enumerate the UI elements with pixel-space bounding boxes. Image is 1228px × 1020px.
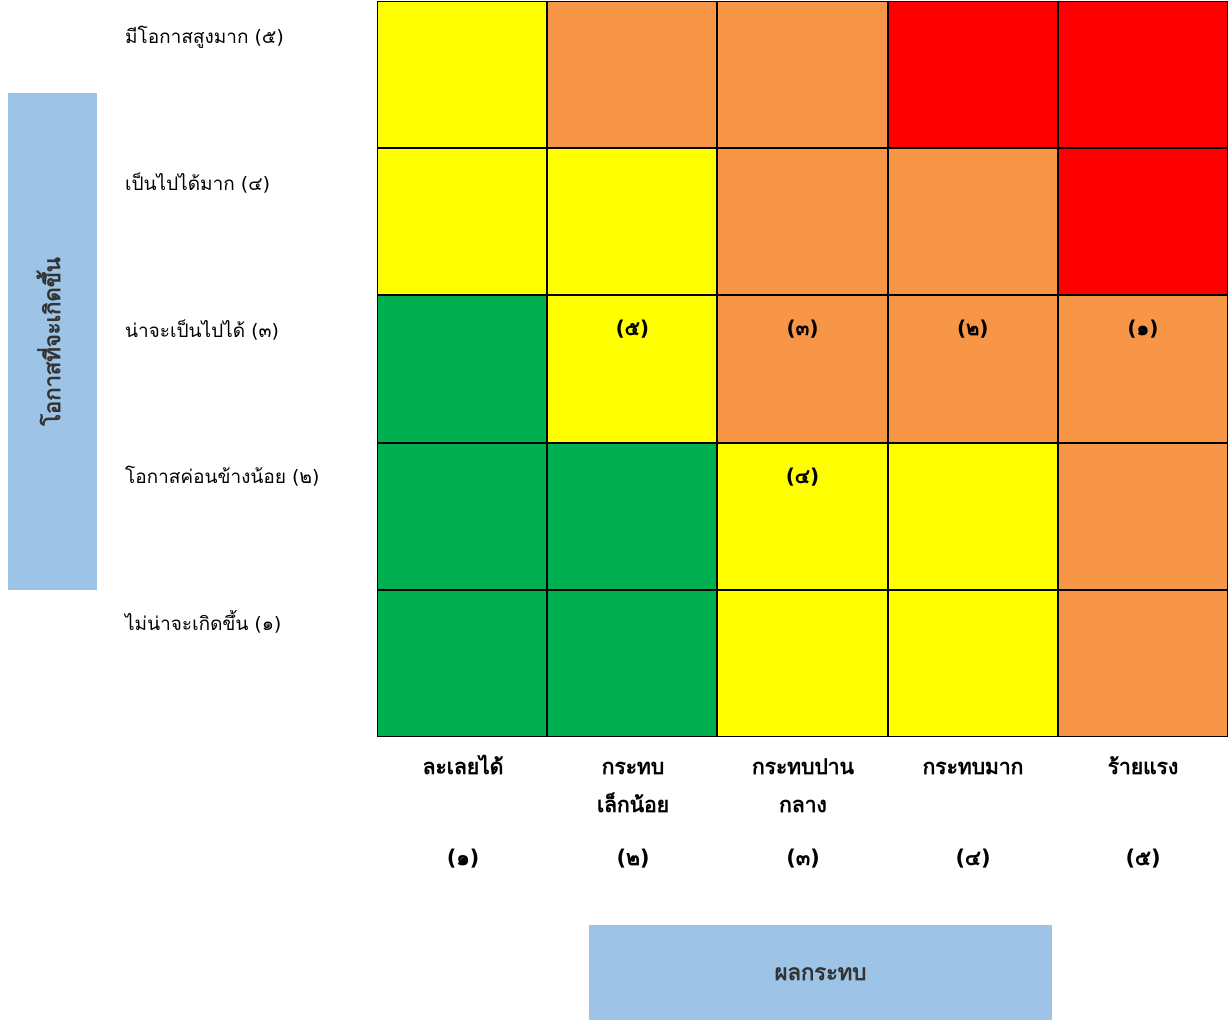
- column-label-line: กระทบ: [601, 755, 665, 779]
- cell: [718, 2, 887, 148]
- cell-label: (๓): [786, 316, 819, 341]
- column-label: กระทบเล็กน้อย: [548, 748, 718, 824]
- cell: [548, 2, 717, 148]
- cell: [1058, 149, 1227, 295]
- cell: [1058, 2, 1227, 148]
- row-label: น่าจะเป็นไปได้ (๓): [125, 319, 279, 342]
- row-label: เป็นไปได้มาก (๔): [125, 172, 270, 195]
- cell: [378, 149, 547, 295]
- column-label-line: ละเลยได้: [422, 755, 504, 779]
- x-axis-title: ผลกระทบ: [774, 961, 867, 986]
- column-number: (๑): [446, 846, 480, 870]
- column-number: (๓): [786, 846, 820, 870]
- column-number: (๔): [955, 846, 991, 870]
- cell: (๑): [1058, 296, 1227, 442]
- column-number: (๕): [1125, 846, 1161, 870]
- column-label-line: กระทบมาก: [922, 755, 1024, 779]
- cell: [548, 443, 717, 589]
- column-label-line: ร้ายแรง: [1107, 755, 1179, 779]
- cell: [378, 590, 547, 736]
- y-axis-box: โอกาสที่จะเกิดขึ้น: [8, 93, 97, 590]
- cell: [718, 149, 887, 295]
- column-label: กระทบปานกลาง: [718, 748, 888, 824]
- cell: [378, 443, 547, 589]
- cell: [378, 296, 547, 442]
- cell: [888, 590, 1057, 736]
- cell: (๔): [718, 443, 887, 589]
- column-label: กระทบมาก: [888, 748, 1058, 786]
- risk-matrix: (๕) (๓) (๒) (๑) (๔): [377, 1, 1228, 737]
- column-number: (๒): [616, 846, 650, 870]
- cell: [378, 2, 547, 148]
- column-label-line: กระทบปาน: [752, 755, 854, 779]
- column-label: ร้ายแรง: [1058, 748, 1228, 786]
- column-label: ละเลยได้: [378, 748, 548, 786]
- cell: [548, 149, 717, 295]
- row-label: โอกาสค่อนข้างน้อย (๒): [125, 466, 320, 489]
- x-axis-box: ผลกระทบ: [589, 925, 1052, 1020]
- cell: [1058, 443, 1227, 589]
- cell-label: (๑): [1127, 316, 1159, 341]
- column-label-line: เล็กน้อย: [596, 793, 670, 817]
- cell-label: (๔): [785, 463, 820, 488]
- row-label: มีโอกาสสูงมาก (๕): [125, 26, 284, 48]
- cell: [1058, 590, 1227, 736]
- column-label-line: กลาง: [779, 793, 827, 817]
- cell: [718, 590, 887, 736]
- cell: (๒): [888, 296, 1057, 442]
- cell-label: (๕): [615, 316, 649, 341]
- cell: [888, 2, 1057, 148]
- cell: (๕): [548, 296, 717, 442]
- cell: [888, 443, 1057, 589]
- row-label: ไม่น่าจะเกิดขึ้น (๑): [125, 613, 282, 636]
- cell-label: (๒): [956, 316, 989, 341]
- cell: [548, 590, 717, 736]
- cell: (๓): [718, 296, 887, 442]
- y-axis-title: โอกาสที่จะเกิดขึ้น: [41, 257, 67, 426]
- cell: [888, 149, 1057, 295]
